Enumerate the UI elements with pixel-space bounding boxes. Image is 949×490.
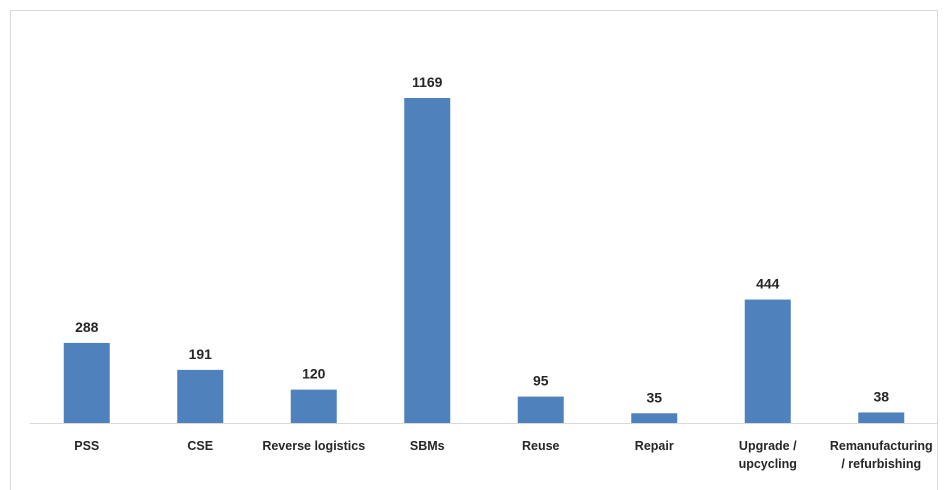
tick-label-5: Repair <box>635 439 674 453</box>
data-label-3: 1169 <box>412 74 443 90</box>
chart-frame <box>10 10 938 490</box>
data-label-5: 35 <box>646 389 662 405</box>
bar-6 <box>744 299 791 423</box>
tick-label-line: SBMs <box>410 439 445 453</box>
tick-label-line: CSE <box>187 439 213 453</box>
tick-label-line: / refurbishing <box>841 457 921 471</box>
data-label-6: 444 <box>756 276 780 292</box>
bar-1 <box>177 369 224 423</box>
data-label-0: 288 <box>75 319 99 335</box>
bar-0 <box>63 342 110 423</box>
tick-label-line: Upgrade / <box>739 439 797 453</box>
tick-label-line: upcycling <box>739 457 797 471</box>
tick-label-1: CSE <box>187 439 213 453</box>
bars-group <box>63 98 905 423</box>
bar-5 <box>631 413 678 423</box>
tick-label-line: Repair <box>635 439 674 453</box>
tick-labels-group: PSS CSE Reverse logistics SBMs Reuse Repair Up… <box>74 439 932 471</box>
bar-4 <box>517 396 564 423</box>
tick-label-line: PSS <box>74 439 99 453</box>
tick-label-line: Reuse <box>522 439 560 453</box>
data-labels-group: 288 191 120 1169 95 35 444 38 <box>75 74 889 405</box>
tick-label-6: Upgrade / upcycling <box>739 439 798 471</box>
tick-label-7: Remanufacturing / refurbishing <box>830 439 933 471</box>
tick-label-4: Reuse <box>522 439 560 453</box>
data-label-4: 95 <box>533 373 549 389</box>
tick-label-line: Remanufacturing <box>830 439 933 453</box>
bar-3 <box>404 98 451 423</box>
tick-label-3: SBMs <box>410 439 445 453</box>
tick-label-line: Reverse logistics <box>262 439 365 453</box>
bar-2 <box>290 389 337 423</box>
tick-label-0: PSS <box>74 439 99 453</box>
tick-label-2: Reverse logistics <box>262 439 365 453</box>
bar-7 <box>858 412 905 423</box>
bar-chart: 288 191 120 1169 95 35 444 38 PSS CSE Reverse log… <box>30 74 938 471</box>
data-label-2: 120 <box>302 366 326 382</box>
data-label-7: 38 <box>873 388 889 404</box>
data-label-1: 191 <box>189 346 213 362</box>
